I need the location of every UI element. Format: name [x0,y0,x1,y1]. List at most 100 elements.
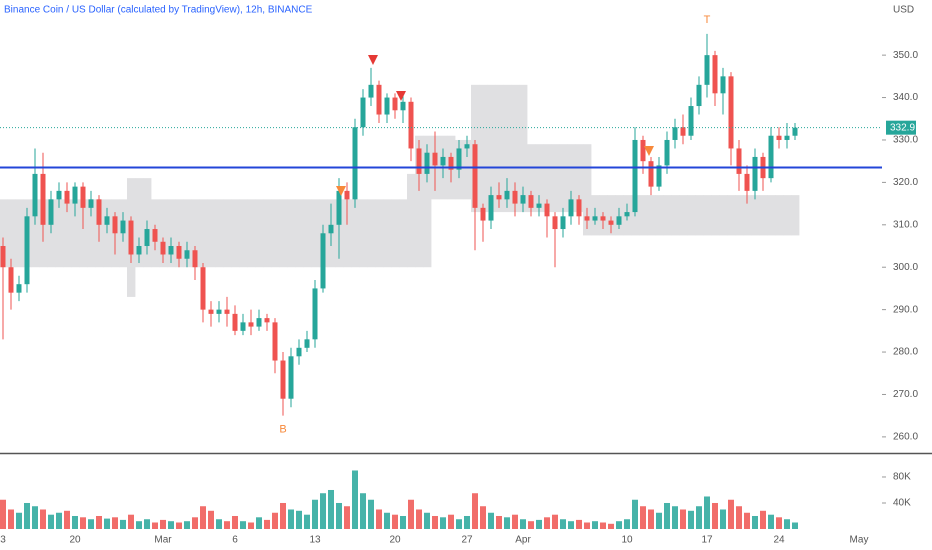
volume-bar [720,509,726,529]
band [183,199,192,268]
band [207,199,216,268]
signal-down [368,55,378,65]
candle-body [128,220,134,255]
candle-body [360,97,366,128]
band [535,144,544,213]
annotation: B [279,424,286,436]
volume-bar [256,517,262,529]
candle-body [624,212,630,217]
candle-body [584,216,590,221]
candle-body [680,127,686,136]
band [575,144,584,213]
y-tick-label: 270.0 [893,389,918,400]
band [775,195,784,236]
band [0,199,8,268]
x-tick-label: Apr [515,535,531,546]
candle-body [632,139,638,213]
candle-body [288,356,294,399]
candle-body [248,322,254,327]
signal-down [644,146,654,156]
candle-body [544,203,550,217]
volume-bar [88,519,94,529]
band [695,195,704,236]
volume-bar [72,515,78,529]
candle-body [416,148,422,174]
x-tick-label: 13 [309,535,321,546]
candle-body [120,220,126,234]
volume-bar [32,506,38,529]
candle-body [408,101,414,149]
volume-bar [112,517,118,529]
band [719,195,728,236]
volume-bar [456,519,462,529]
band [191,199,200,268]
candle-body [448,156,454,170]
volume-bar [728,499,734,529]
volume-bar [776,517,782,529]
candle-body [376,84,382,115]
volume-bar [688,510,694,529]
candle-body [392,97,398,111]
volume-bar [80,517,86,529]
volume-bar [360,493,366,529]
volume-bar [176,522,182,529]
candle-body [472,144,478,208]
candle-body [712,55,718,94]
candle-body [296,347,302,357]
x-tick-label: 10 [621,535,633,546]
band [743,195,752,236]
band [223,199,232,268]
band [767,195,776,236]
candle-body [352,127,358,200]
x-tick-label: May [850,535,869,546]
volume-bar [168,521,174,529]
volume-bar [480,506,486,529]
volume-bar [152,522,158,529]
band [655,195,664,236]
band [135,178,144,268]
volume-bar [288,509,294,529]
candle-body [736,148,742,174]
volume-bar [512,514,518,529]
candle-body [176,246,182,259]
volume-bar [248,522,254,529]
volume-bar [312,499,318,529]
candle-body [608,220,614,225]
volume-bar [48,514,54,529]
band [7,199,16,268]
x-tick-label: 27 [461,535,473,546]
volume-bar [400,515,406,529]
volume-bar [344,506,350,529]
band [703,195,712,236]
candle-body [744,173,750,191]
candle-body [312,288,318,340]
volume-bar [680,509,686,529]
volume-bar [24,502,30,529]
volume-bar [376,509,382,529]
volume-bar [528,521,534,529]
band [519,84,528,213]
volume-bar [464,515,470,529]
volume-bar [264,519,270,529]
volume-bar [144,519,150,529]
band [639,195,648,236]
band [231,199,240,268]
band [287,199,296,268]
candle-body [40,173,46,225]
candle-body [464,144,470,149]
candle-body [552,216,558,230]
candle-body [96,199,102,225]
volume-bar [320,493,326,529]
volume-bar [232,515,238,529]
band [727,195,736,236]
candle-body [456,148,462,170]
candle-body [664,139,670,166]
y-tick-label: 320.0 [893,177,918,188]
band [15,199,24,268]
volume-bar [560,519,566,529]
band [383,199,392,268]
band [679,195,688,236]
candle-body [432,152,438,166]
band [87,199,96,268]
